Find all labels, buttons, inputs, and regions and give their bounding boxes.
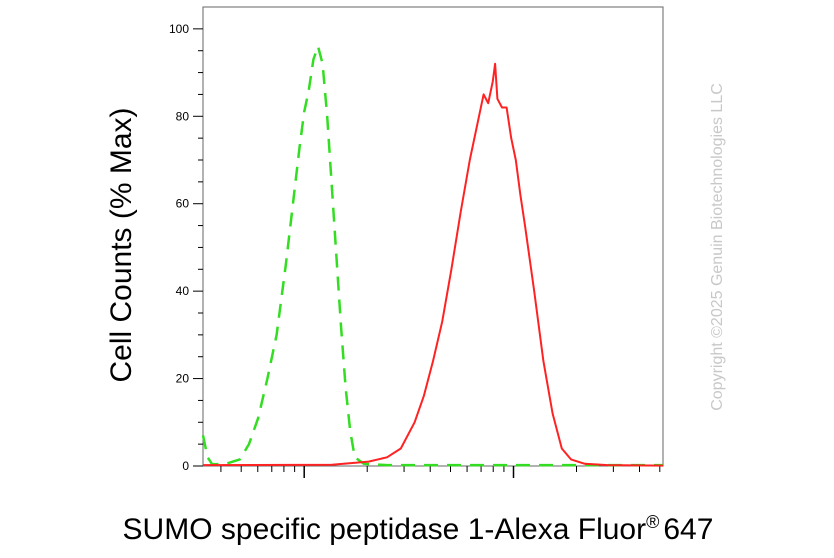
y-tick-label: 60 — [176, 197, 190, 211]
y-tick-label: 100 — [169, 22, 189, 36]
plot-frame — [202, 6, 664, 467]
y-axis-title: Cell Counts (% Max) — [105, 107, 138, 382]
x-axis-title-tail: 647 — [663, 513, 713, 546]
series-line-1 — [201, 45, 663, 467]
y-tick-label: 80 — [176, 109, 190, 123]
copyright-watermark: Copyright ©2025 Genuin Biotechnologies L… — [709, 83, 726, 411]
x-axis-title: SUMO specific peptidase 1-Alexa Fluor® 64… — [123, 512, 714, 546]
y-tick-label: 20 — [176, 372, 190, 386]
y-tick-label: 40 — [176, 284, 190, 298]
series-line-2 — [202, 62, 664, 467]
x-axis-title-main: SUMO specific peptidase 1-Alexa Fluor — [123, 513, 647, 546]
series-layer — [201, 45, 664, 467]
y-tick-label: 0 — [182, 459, 189, 473]
y-axis: 0 20 40 60 80 100 — [169, 22, 203, 473]
x-axis-title-registered: ® — [646, 512, 659, 532]
x-axis — [220, 466, 661, 478]
